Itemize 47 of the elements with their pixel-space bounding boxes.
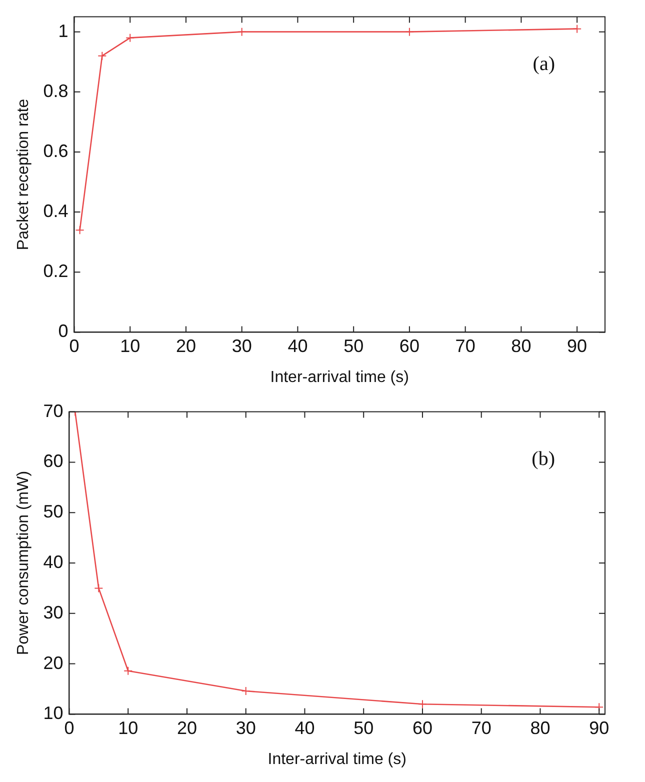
point	[404, 27, 414, 36]
x-tick-label: 30	[232, 336, 252, 356]
y-tick-label: 0.4	[43, 201, 68, 222]
x-tick-label: 80	[530, 718, 550, 738]
y-tick-label: 0.2	[43, 261, 68, 282]
point	[241, 686, 250, 696]
x-tick-label: 10	[118, 718, 138, 738]
y-tick-label: 70	[43, 400, 64, 421]
x-tick-label: 90	[589, 718, 610, 738]
y-tick-label: 1	[58, 20, 68, 41]
x-tick-label: 30	[236, 718, 256, 738]
x-tick-label: 60	[412, 718, 432, 738]
x-tick-label: 50	[354, 718, 374, 738]
point	[98, 51, 107, 60]
x-tick-label: 40	[288, 336, 308, 356]
y-axis-title: Packet reception rate	[15, 98, 32, 250]
x-tick-label: 90	[567, 336, 588, 356]
annotation: (a)	[532, 53, 555, 76]
y-tick-label: 60	[43, 451, 64, 472]
y-tick-label: 40	[43, 552, 64, 572]
x-tick-label: 20	[176, 718, 197, 738]
y-tick-label: 10	[43, 703, 64, 724]
x-tick-label: 70	[471, 718, 492, 738]
annotation: (b)	[532, 448, 555, 470]
x-axis-title: Inter-arrival time (s)	[268, 750, 406, 768]
x-tick-label: 70	[455, 336, 476, 356]
x-axis-title: Inter-arrival time (s)	[270, 368, 409, 386]
point	[418, 700, 427, 709]
point	[237, 27, 246, 36]
point	[124, 666, 133, 676]
x-tick-label: 40	[294, 718, 315, 738]
x-tick-label: 10	[120, 336, 140, 356]
y-tick-label: 0.8	[43, 80, 68, 101]
x-tick-label: 60	[399, 336, 420, 356]
y-tick-label: 50	[43, 502, 64, 522]
x-tick-label: 20	[176, 336, 196, 356]
point	[126, 33, 135, 42]
y-tick-label: 20	[43, 652, 64, 673]
point	[94, 584, 104, 593]
y-tick-label: 0	[58, 321, 68, 342]
point	[572, 24, 582, 34]
y-tick-label: 30	[43, 602, 64, 622]
y-axis-title: Power consumption (mW)	[15, 470, 32, 656]
x-tick-label: 80	[511, 336, 532, 356]
y-tick-label: 0.6	[43, 140, 68, 161]
x-tick-label: 50	[344, 336, 364, 356]
point	[75, 226, 84, 235]
